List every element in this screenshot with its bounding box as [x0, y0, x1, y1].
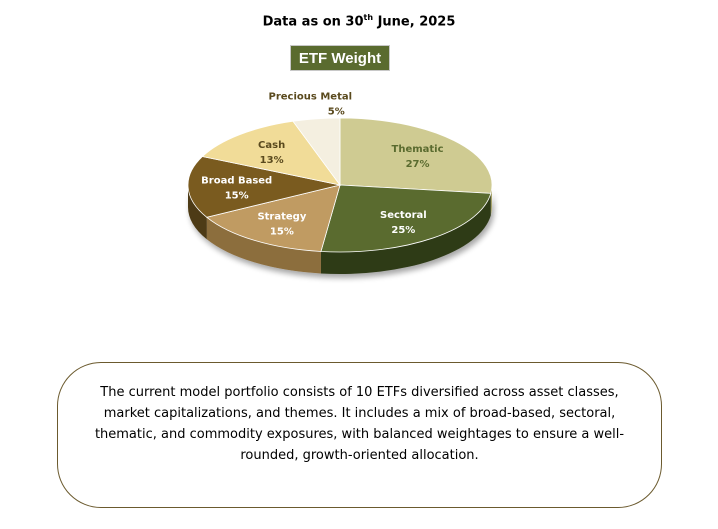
slice-value-thematic: 27% — [406, 159, 430, 170]
pie-slice-thematic — [339, 117, 493, 194]
chart-title-badge: ETF Weight — [291, 46, 389, 70]
pie-slice-strategy — [205, 184, 341, 252]
slice-label-sectoral: Sectoral — [380, 210, 427, 221]
pie-slice-precious-metal — [292, 117, 341, 187]
slice-label-strategy: Strategy — [257, 212, 306, 223]
slice-value-precious-metal: 5% — [328, 106, 345, 117]
slice-label-cash: Cash — [258, 140, 285, 151]
pie-chart: Thematic 27% Sectoral 25% Strategy 15% Broad B… — [187, 91, 493, 274]
description-text: The current model portfolio consists of … — [94, 385, 625, 463]
date-superscript: th — [363, 13, 374, 22]
pie-side-broad-based — [188, 185, 207, 240]
slice-label-broad-based: Broad Based — [201, 175, 272, 186]
pie-side-strategy — [206, 217, 321, 274]
slice-value-sectoral: 25% — [391, 225, 415, 236]
slice-label-precious-metal: Precious Metal — [269, 91, 353, 102]
pie-slice-cash — [201, 120, 341, 186]
pie-slice-sectoral — [320, 184, 492, 253]
pie-slice-broad-based — [187, 156, 341, 218]
slice-label-thematic: Thematic — [392, 144, 444, 155]
pie-labels: Thematic 27% Sectoral 25% Strategy 15% Broad B… — [201, 91, 443, 237]
pie-slices — [187, 117, 493, 253]
pie-side-sectoral — [320, 193, 491, 274]
description-box: The current model portfolio consists of … — [57, 362, 662, 508]
slice-value-strategy: 15% — [270, 227, 294, 238]
date-suffix: June, 2025 — [373, 14, 456, 30]
slice-value-broad-based: 15% — [225, 190, 249, 201]
data-date-header: Data as on 30th June, 2025 — [0, 13, 718, 29]
date-prefix: Data as on 30 — [262, 14, 364, 30]
slice-value-cash: 13% — [260, 155, 284, 166]
